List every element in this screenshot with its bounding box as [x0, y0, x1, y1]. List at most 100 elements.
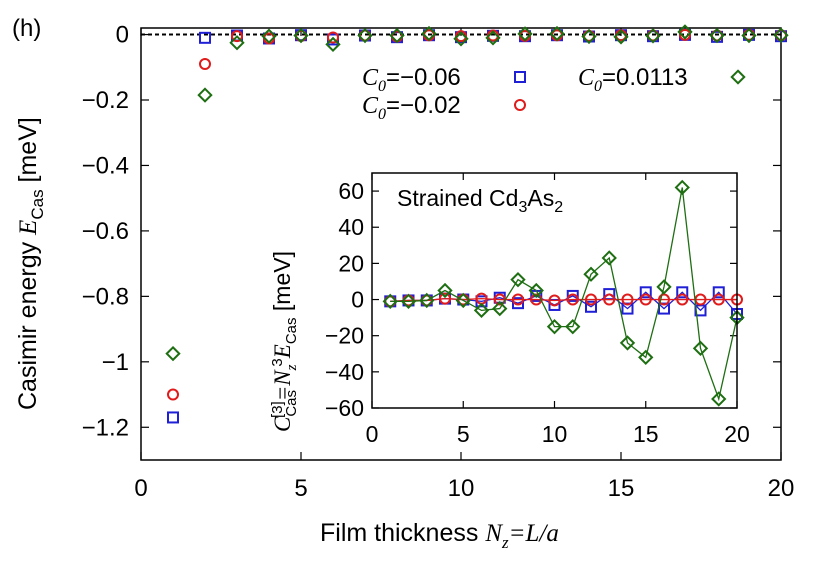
main-ylabel-sub: Cas: [28, 189, 47, 219]
main-x-tick-label-1: 5: [294, 475, 307, 502]
legend-entry-1-label: C0=−0.06: [362, 64, 461, 95]
inset-annotation-sub1: 3: [518, 199, 527, 216]
main-diamond-point-16: [677, 24, 693, 40]
panel-label: (h): [12, 15, 41, 42]
inset-ylabel-csub: Cas: [283, 390, 300, 417]
main-y-tick-label-6: −1.2: [82, 414, 129, 441]
legend-entry-2-value: =−0.02: [386, 92, 461, 119]
main-diamond-point-1: [197, 87, 213, 103]
inset-diamond-point-16: [674, 179, 690, 196]
inset-axes: 0 5 10 15 20 60 40 20 0 −20 −40 −60: [325, 173, 750, 447]
main-xlabel-prefix: Film thickness: [320, 519, 485, 547]
legend: C0=−0.06 C0=−0.02 C0=0.0113: [362, 64, 746, 123]
main-circle-point-2: [231, 30, 243, 43]
inset-y-tick-label-2: 20: [338, 250, 364, 276]
inset-ylabel-sup3: [3]: [269, 401, 286, 418]
main-y-tick-label-4: −0.8: [82, 283, 129, 310]
main-diamond-point-3: [261, 28, 277, 44]
inset-diamond-point-15: [656, 279, 672, 295]
inset-circle-point-13: [621, 293, 634, 306]
inset-line-diamond: [390, 187, 738, 402]
main-x-tick-label-0: 0: [134, 475, 147, 502]
main-circle-point-16: [679, 28, 691, 41]
legend-entry-3-csub: 0: [594, 78, 602, 95]
inset-annotation-mid: As: [527, 185, 554, 211]
main-diamond-point-18: [741, 27, 757, 44]
main-diamond-point-5: [325, 36, 341, 53]
inset-square-point-16: [676, 286, 689, 299]
inset-circle-point-10: [566, 293, 579, 306]
main-diamond-point-19: [773, 27, 789, 43]
legend-entry-2-csub: 0: [378, 106, 386, 123]
inset-square-point-18: [712, 286, 725, 299]
inset-background: [372, 173, 737, 408]
main-circle-point-5: [327, 31, 339, 44]
inset-x-tick-label-0: 0: [366, 421, 379, 447]
inset-data-series: [382, 179, 745, 407]
main-square-point-0: [167, 411, 179, 424]
main-data-series: [165, 24, 789, 424]
legend-entry-1-value: =−0.06: [386, 64, 461, 91]
inset-x-tick-label-3: 15: [633, 421, 659, 447]
inset-diamond-point-2: [419, 292, 435, 309]
inset-diamond-point-7: [510, 271, 526, 288]
legend-marker-point-0: [514, 71, 526, 83]
inset-diamond-point-8: [528, 282, 544, 299]
legend-marker-point-2: [730, 69, 746, 85]
inset-diamond-point-5: [473, 302, 490, 319]
inset-ylabel-zsub: z: [284, 364, 300, 371]
inset-circle-point-16: [676, 293, 689, 306]
inset-diamond-point-10: [565, 318, 581, 335]
main-diamond-point-15: [645, 28, 661, 44]
main-y-tick-label-2: −0.4: [82, 152, 129, 179]
inset-plot-frame: [371, 172, 738, 409]
inset-annotation: Strained Cd3As2: [397, 185, 563, 216]
main-diamond-point-9: [453, 31, 469, 47]
legend-markers: [514, 69, 746, 111]
inset-diamond-point-6: [492, 300, 508, 317]
inset-circle-point-11: [585, 293, 597, 306]
inset-circle-point-7: [512, 293, 524, 306]
main-diamond-point-14: [613, 29, 629, 45]
main-y-tick-label-1: −0.2: [82, 87, 129, 114]
inset-diamond-point-11: [583, 266, 599, 282]
main-circle-point-1: [199, 58, 211, 70]
main-diamond-point-2: [229, 35, 245, 51]
inset-annotation-sub2: 2: [554, 199, 563, 216]
inset-y-tick-label-5: −40: [325, 359, 364, 385]
inset-square-point-10: [566, 289, 579, 302]
main-series-diamond: [165, 24, 789, 362]
inset-circle-point-14: [639, 293, 652, 306]
legend-entry-3-c: C: [578, 65, 595, 91]
inset-diamond-point-3: [437, 282, 453, 299]
inset-y-tick-label-3: 0: [351, 287, 364, 313]
inset-series-diamond: [382, 179, 745, 407]
main-diamond-point-0: [165, 345, 181, 362]
main-diamond-point-10: [485, 30, 501, 46]
legend-entry-1-c: C: [362, 65, 379, 91]
main-x-tick-label-4: 20: [768, 475, 795, 502]
main-diamond-point-12: [549, 25, 565, 42]
main-diamond-point-13: [581, 28, 597, 45]
inset-line-circle: [390, 297, 737, 302]
legend-entry-3-value: =0.0113: [602, 64, 688, 91]
inset-diamond-point-12: [601, 250, 617, 266]
inset-square-point-11: [585, 300, 597, 313]
inset-diamond-point-14: [638, 349, 654, 366]
inset-square-point-7: [512, 297, 524, 310]
main-y-axis-label: Casimir energy ECas [meV]: [14, 117, 47, 410]
inset-diamond-point-4: [455, 292, 471, 309]
inset-square-point-14: [639, 286, 652, 299]
main-xlabel-sub: z: [501, 533, 509, 552]
main-diamond-point-8: [421, 25, 437, 42]
inset-ylabel-unit: [meV]: [269, 251, 295, 317]
inset-circle-point-12: [603, 293, 616, 306]
main-y-tick-label-0: 0: [116, 22, 129, 49]
inset-diamond-point-17: [692, 340, 709, 357]
inset-circle-point-3: [439, 292, 451, 305]
main-ylabel-prefix: Casimir energy: [14, 235, 42, 410]
main-ylabel-var: E: [15, 220, 42, 236]
inset-y-tick-label-4: −20: [325, 323, 364, 349]
main-axes: 0 5 10 15 200−0.2−0.4−0.6−0.8−1−1.2: [82, 22, 795, 502]
